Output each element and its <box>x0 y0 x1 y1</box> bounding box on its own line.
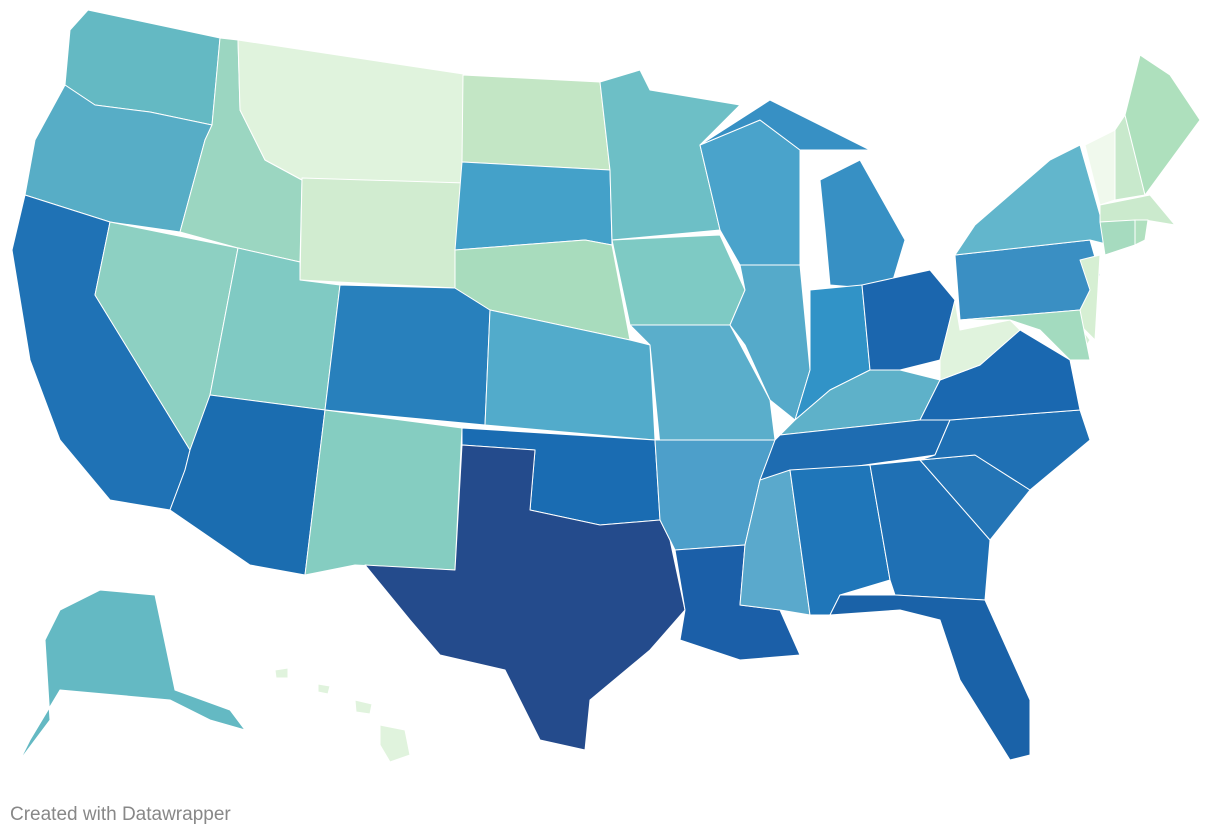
state <box>1099 219 1136 256</box>
state <box>1099 194 1176 226</box>
state <box>919 409 1091 491</box>
state <box>379 724 411 763</box>
state <box>454 161 613 251</box>
state <box>484 309 656 441</box>
state <box>829 594 1031 761</box>
state <box>304 409 463 576</box>
state <box>299 177 466 289</box>
state <box>19 589 246 761</box>
footer-credit: Created with Datawrapper <box>10 804 231 825</box>
state <box>364 444 686 751</box>
state <box>274 667 289 679</box>
state <box>1124 54 1201 196</box>
state <box>354 699 373 715</box>
us-map <box>11 9 1201 763</box>
state <box>317 683 331 695</box>
state <box>819 159 906 291</box>
state <box>699 99 871 151</box>
state <box>939 299 1021 381</box>
state <box>1134 219 1149 246</box>
state <box>461 74 611 171</box>
state <box>237 39 471 184</box>
state <box>324 284 491 426</box>
state <box>729 264 811 421</box>
state <box>959 309 1091 361</box>
state <box>954 144 1111 256</box>
state <box>611 234 746 326</box>
